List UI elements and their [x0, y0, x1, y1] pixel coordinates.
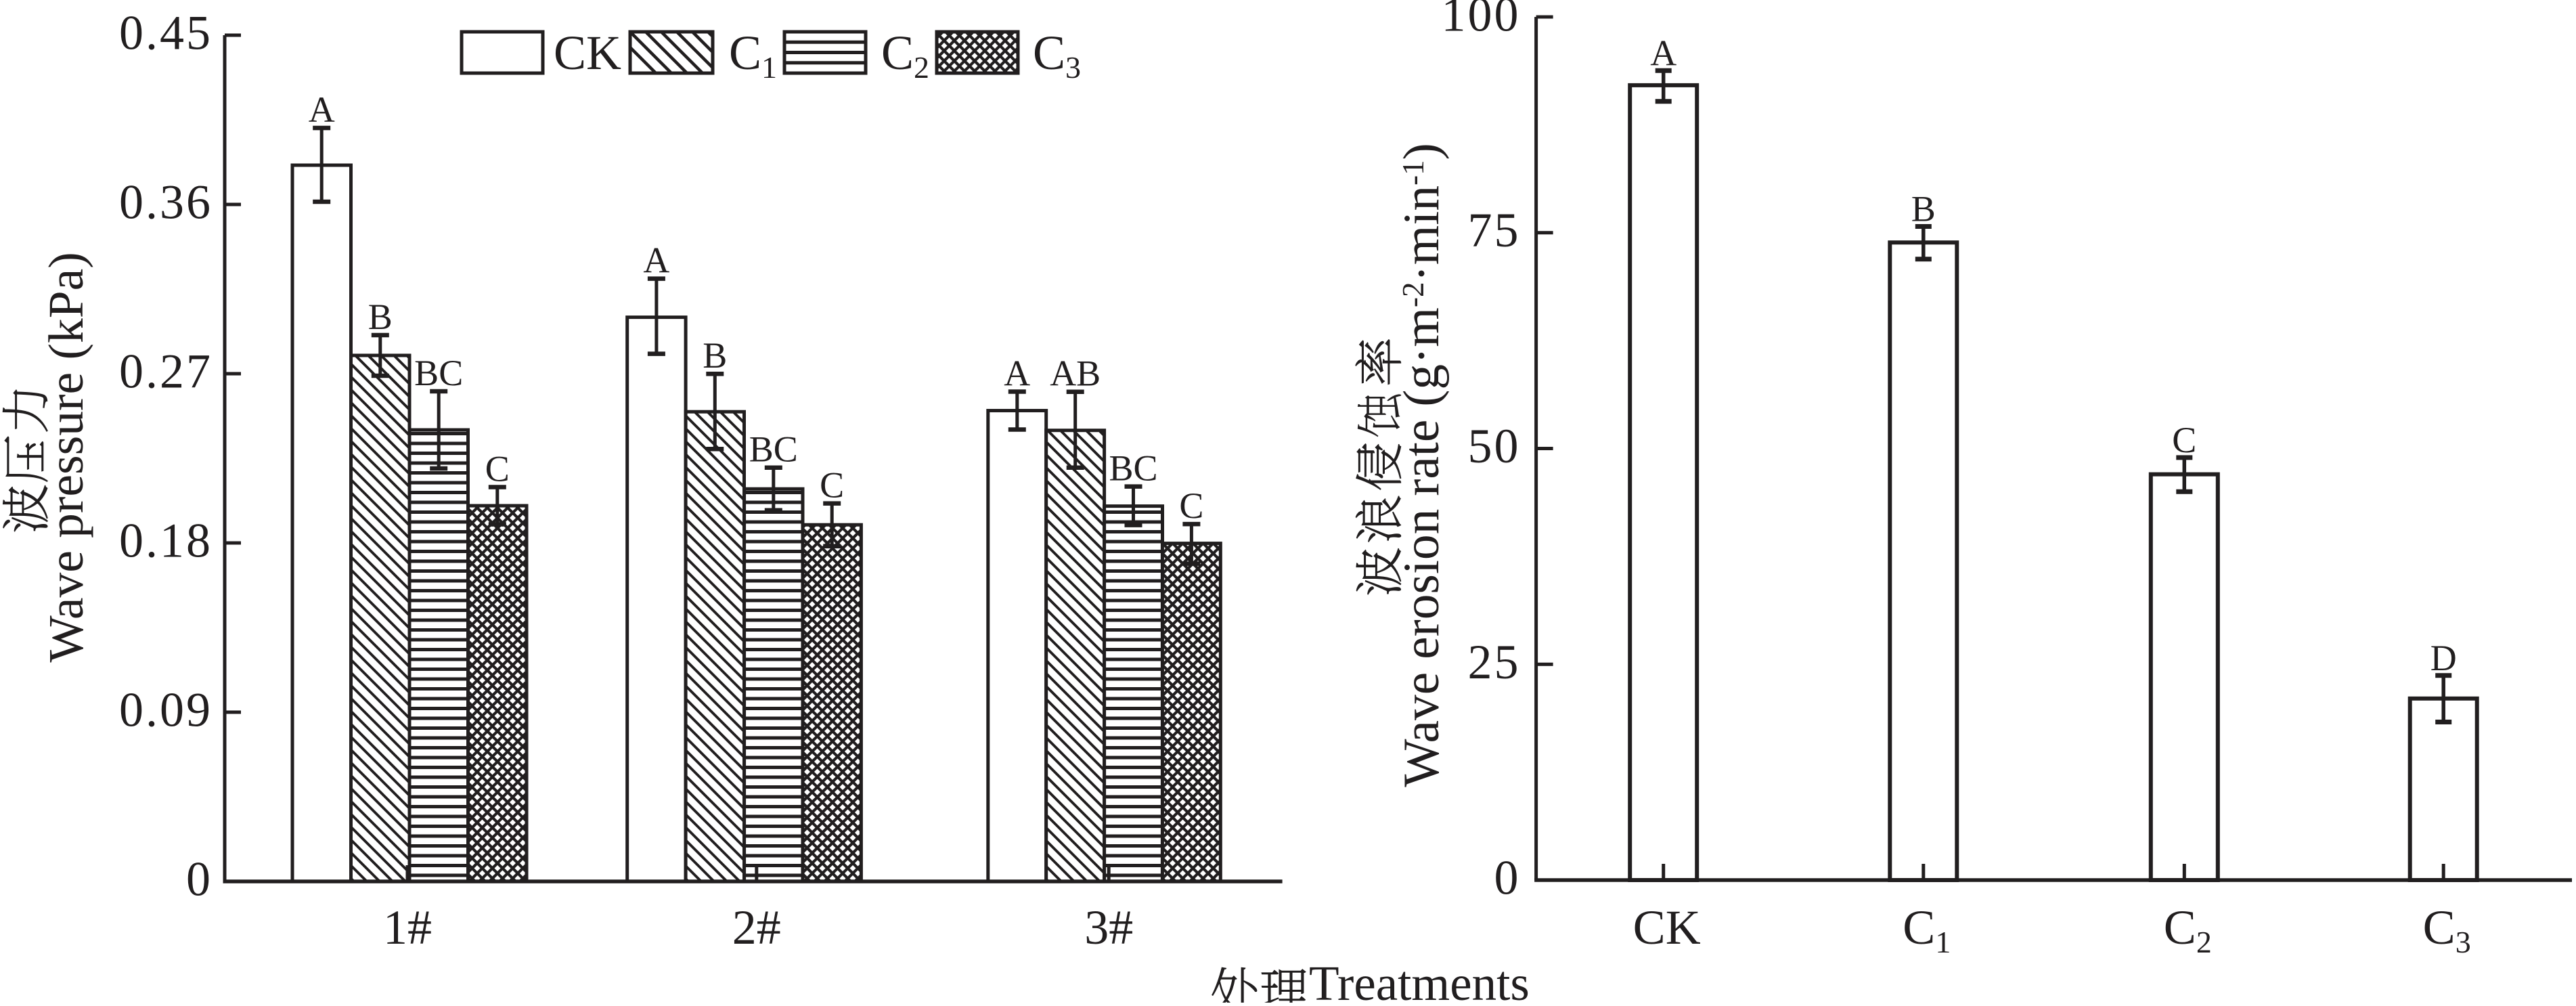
svg-text:C: C: [485, 449, 510, 489]
svg-text:CK: CK: [1633, 900, 1701, 955]
svg-text:C1: C1: [729, 26, 777, 85]
svg-text:100: 100: [1442, 0, 1521, 42]
svg-text:0: 0: [1494, 851, 1521, 905]
svg-text:Treatments: Treatments: [1309, 956, 1530, 1003]
svg-text:C: C: [1179, 485, 1203, 526]
svg-text:A: A: [1650, 32, 1676, 73]
svg-text:25: 25: [1468, 635, 1521, 689]
svg-text:0.09: 0.09: [119, 683, 213, 737]
svg-text:CK: CK: [554, 26, 621, 80]
svg-text:A: A: [1004, 353, 1030, 394]
svg-text:BC: BC: [414, 353, 463, 393]
svg-text:A: A: [643, 240, 669, 281]
svg-text:Wave erosion rate (g·m-2·min-1: Wave erosion rate (g·m-2·min-1): [1394, 143, 1450, 787]
svg-text:B: B: [1911, 189, 1936, 229]
svg-text:BC: BC: [1109, 448, 1157, 489]
svg-text:AB: AB: [1050, 353, 1101, 394]
svg-text:2#: 2#: [732, 900, 781, 955]
svg-text:0.36: 0.36: [119, 175, 213, 229]
svg-text:B: B: [368, 297, 393, 337]
svg-text:C: C: [2172, 420, 2196, 460]
svg-text:0: 0: [186, 852, 213, 906]
svg-text:B: B: [703, 335, 727, 376]
svg-text:0.18: 0.18: [119, 514, 213, 568]
svg-text:75: 75: [1468, 203, 1521, 257]
svg-text:D: D: [2430, 638, 2457, 678]
svg-text:3#: 3#: [1084, 900, 1133, 955]
svg-text:1#: 1#: [383, 900, 432, 955]
svg-text:C: C: [820, 465, 844, 506]
svg-text:BC: BC: [749, 429, 798, 470]
svg-text:A: A: [309, 89, 335, 130]
svg-text:0.45: 0.45: [119, 6, 213, 60]
svg-text:Wave pressure (kPa): Wave pressure (kPa): [39, 252, 93, 662]
svg-text:0.27: 0.27: [119, 345, 213, 399]
svg-text:50: 50: [1468, 419, 1521, 473]
